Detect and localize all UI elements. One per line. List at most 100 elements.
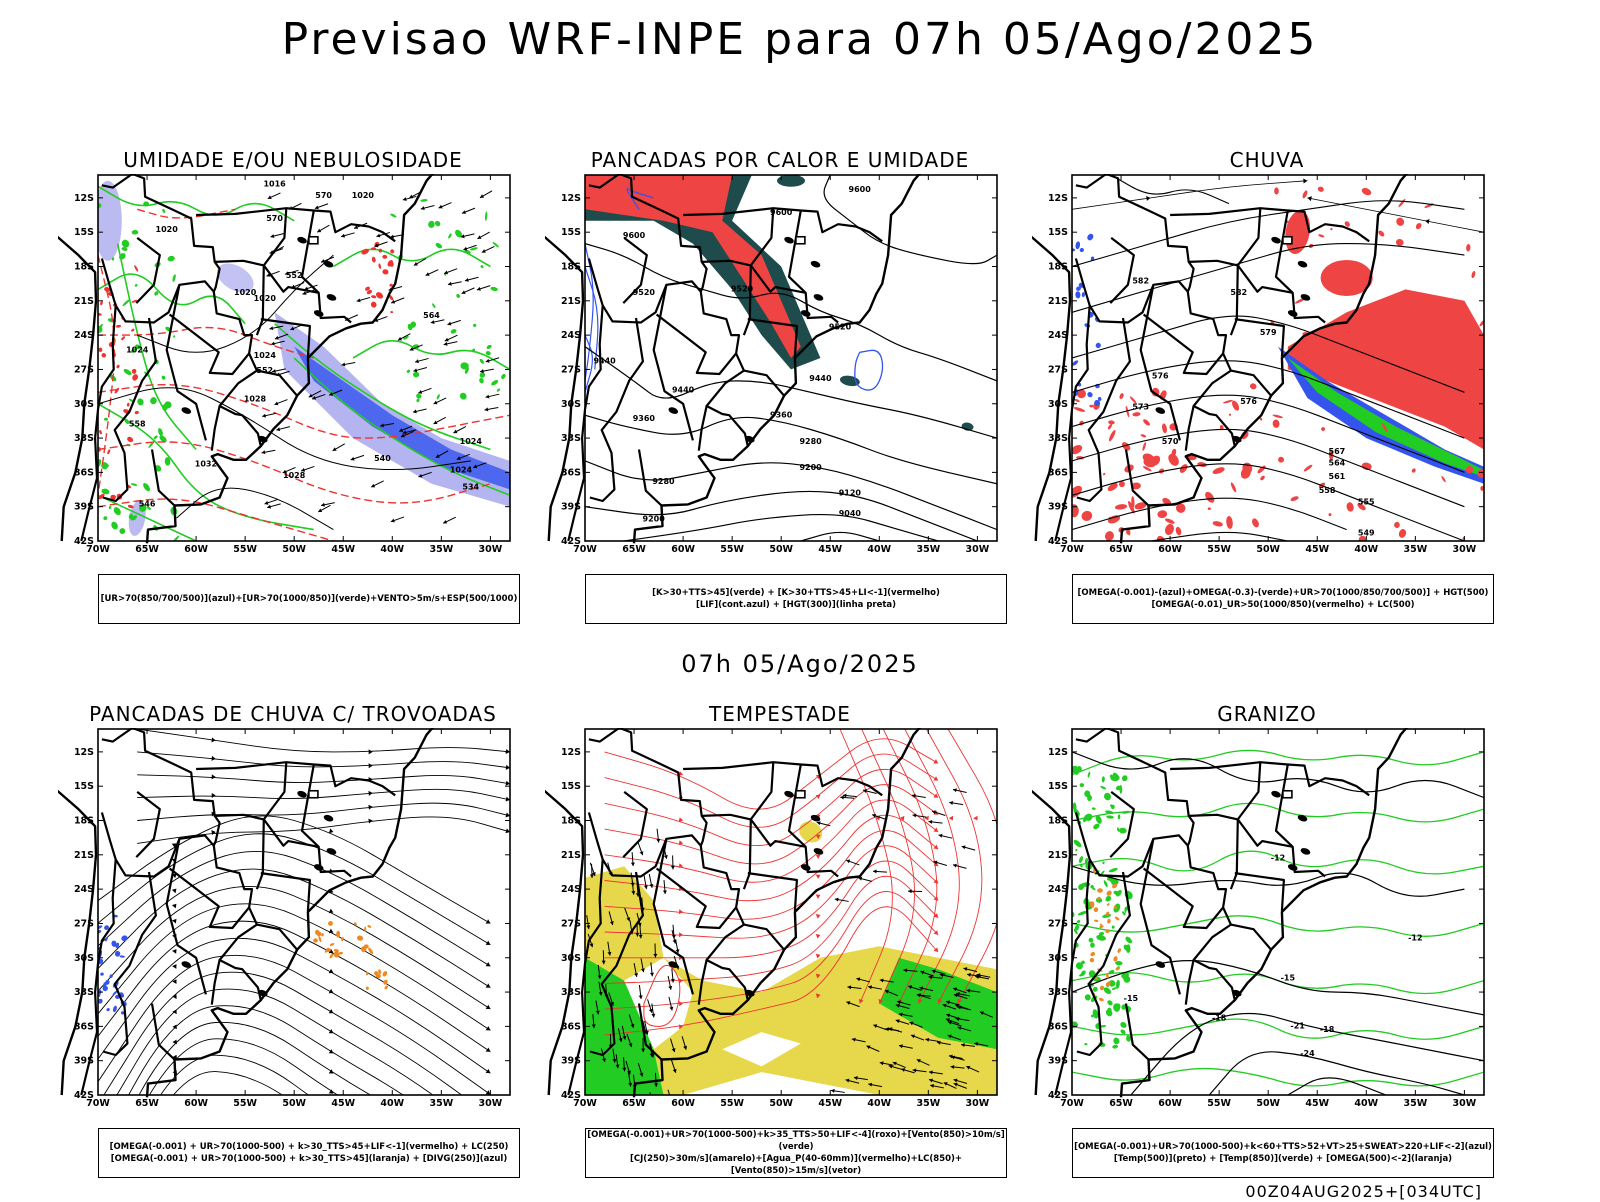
contour-line xyxy=(353,341,510,370)
country-border xyxy=(1231,925,1271,950)
rain-red-speck xyxy=(1466,244,1471,252)
lake-blob xyxy=(783,236,794,245)
lon-tick-label: 40W xyxy=(1354,544,1378,555)
rain-red-speck xyxy=(1320,426,1325,431)
omega-orange-speck xyxy=(1097,888,1103,893)
lat-tick-label: 21S xyxy=(1048,850,1068,861)
contour-label: 576 xyxy=(1240,397,1257,406)
country-border xyxy=(1170,762,1369,795)
contour-label: 9520 xyxy=(633,288,656,297)
lon-tick-label: 50W xyxy=(282,544,306,555)
rain-red-speck xyxy=(1073,406,1085,413)
lon-tick-label: 65W xyxy=(622,544,646,555)
contour-label: 579 xyxy=(1260,328,1277,337)
lon-tick-label: 55W xyxy=(1207,544,1231,555)
thickness-red-speck xyxy=(116,364,120,369)
humidity-green-speck xyxy=(500,373,506,380)
humidity-green-speck xyxy=(436,394,440,400)
rain-red-speck xyxy=(1249,383,1257,391)
lake-blob xyxy=(668,406,679,415)
rain-red-speck xyxy=(1142,418,1151,427)
lat-tick-label: 21S xyxy=(74,850,94,861)
contour-label: 9440 xyxy=(593,357,616,366)
rain-red-speck xyxy=(1274,187,1279,194)
streamline-arrow xyxy=(486,1069,492,1075)
contour-label: 9360 xyxy=(633,414,656,423)
lon-tick-label: 50W xyxy=(1256,544,1280,555)
streamline xyxy=(1307,198,1484,232)
contour-label: 1020 xyxy=(352,191,375,200)
humidity-green-speck xyxy=(490,286,498,291)
mid-date: 07h 05/Ago/2025 xyxy=(0,650,1600,678)
map-base-layer xyxy=(1032,728,1415,1097)
rain-red-speck xyxy=(1330,227,1333,230)
rain-red-speck xyxy=(1398,198,1407,208)
streamline-arrow xyxy=(368,818,373,824)
streamline xyxy=(98,1006,490,1128)
temp850-green-speck xyxy=(1124,907,1126,913)
humidity-green-speck xyxy=(496,388,501,392)
lon-tick-label: 55W xyxy=(233,1098,257,1109)
country-border xyxy=(215,762,287,819)
lake-blob xyxy=(810,260,821,269)
lake-blob xyxy=(181,960,192,969)
country-border xyxy=(657,315,737,375)
streamline xyxy=(137,729,510,752)
lon-tick-label: 40W xyxy=(1354,1098,1378,1109)
lon-tick-label: 35W xyxy=(1403,1098,1427,1109)
country-border xyxy=(702,762,774,819)
frame-border xyxy=(1072,729,1484,1095)
contour-label: 570 xyxy=(266,214,283,223)
lat-tick-label: 24S xyxy=(1048,884,1068,895)
humidity-green-speck xyxy=(172,535,180,544)
temp850-green-speck xyxy=(1113,1037,1121,1045)
humidity-green-speck xyxy=(479,358,485,364)
wind-vector-head xyxy=(390,519,395,524)
rain-red-speck xyxy=(1119,392,1125,399)
wind-vector-head xyxy=(442,520,447,525)
rain-red-speck xyxy=(1230,482,1238,493)
streamline-arrow xyxy=(933,759,939,765)
humidity-green-speck xyxy=(486,344,492,350)
humidity-green-speck xyxy=(161,375,166,380)
rain-red-speck xyxy=(1115,503,1128,510)
rain-red-speck xyxy=(1140,434,1146,439)
lat-tick-label: 33S xyxy=(1048,433,1068,444)
lat-tick-label: 24S xyxy=(74,884,94,895)
humidity-green-speck xyxy=(434,220,442,228)
thickness-red-speck xyxy=(131,368,137,374)
thickness-red-speck xyxy=(390,311,393,313)
country-border xyxy=(302,211,319,293)
wind-vector-head xyxy=(481,249,486,254)
lat-tick-label: 36S xyxy=(74,467,94,478)
divergence-blue-speck xyxy=(120,955,125,958)
country-border xyxy=(103,872,156,1055)
rain-red-speck xyxy=(1471,271,1476,279)
contour-label: -12 xyxy=(1408,934,1422,943)
wind-vector-head xyxy=(413,262,418,267)
omega-orange-speck xyxy=(1106,889,1113,896)
lat-tick-label: 33S xyxy=(74,433,94,444)
rain-blue-speck xyxy=(1086,233,1095,242)
streamline-arrow xyxy=(949,816,955,822)
omega-orange-speck xyxy=(1114,916,1120,921)
federal-district-box xyxy=(1283,237,1292,244)
temp850-green-speck xyxy=(1112,925,1115,928)
map-chuva: 5825795765735705675645615585555495765821… xyxy=(1032,174,1502,574)
instability-green-region xyxy=(961,422,974,432)
temp850-green-speck xyxy=(1102,861,1105,864)
lat-tick-label: 27S xyxy=(1048,364,1068,375)
rain-red-speck xyxy=(1256,464,1266,474)
panel-title: PANCADAS DE CHUVA C/ TROVOADAS xyxy=(58,702,528,726)
lat-tick-label: 24S xyxy=(561,330,581,341)
temp850-green-speck xyxy=(1119,1021,1128,1029)
contour-label: 9040 xyxy=(839,509,862,518)
wind-vector-head xyxy=(671,866,675,870)
lat-tick-label: 24S xyxy=(1048,330,1068,341)
country-border xyxy=(1231,265,1238,335)
convection-orange-speck xyxy=(367,925,372,929)
streamline-arrow xyxy=(486,1026,492,1032)
